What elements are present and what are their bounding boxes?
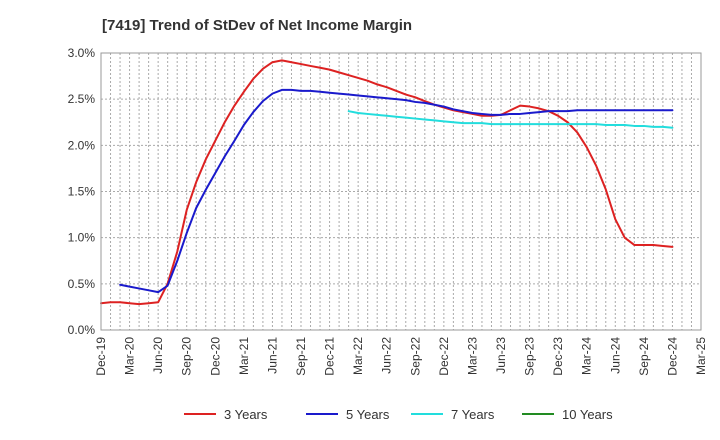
legend-label: 7 Years [451,407,495,422]
y-tick-label: 2.0% [68,138,96,152]
x-tick-label: Jun-20 [151,337,165,374]
y-tick-label: 0.5% [68,277,96,291]
x-tick-label: Mar-24 [580,337,594,375]
y-tick-label: 1.0% [68,231,96,245]
x-tick-label: Dec-23 [551,337,565,376]
series-line-3-years [100,59,674,306]
x-tick-label: Jun-22 [380,337,394,374]
y-tick-label: 3.0% [68,46,96,60]
plot-frame [100,52,702,331]
x-tick-label: Dec-22 [437,337,451,376]
y-tick-label: 2.5% [68,92,96,106]
chart-title: [7419] Trend of StDev of Net Income Marg… [102,17,412,34]
x-tick-label: Sep-22 [408,337,422,376]
x-tick-label: Mar-20 [123,337,137,375]
y-tick-label: 0.0% [68,323,96,337]
x-tick-label: Jun-24 [608,337,622,374]
x-tick-label: Sep-20 [180,337,194,376]
series-line-7-years [347,110,674,129]
x-tick-label: Sep-21 [294,337,308,376]
y-axis-ticks: 0.0% 0.5% 1.0% 1.5% 2.0% 2.5% 3.0% [68,46,96,337]
x-tick-label: Sep-24 [637,337,651,376]
x-tick-label: Jun-21 [265,337,279,374]
x-tick-label: Mar-22 [351,337,365,375]
series-lines [100,59,674,306]
x-axis-ticks: Dec-19 Mar-20 Jun-20 Sep-20 Dec-20 Mar-21 Jun-… [94,337,708,376]
x-tick-label: Sep-23 [523,337,537,376]
x-tick-label: Dec-24 [665,337,679,376]
legend-label: 10 Years [562,407,613,422]
series-line-5-years [119,88,674,294]
x-tick-label: Dec-20 [208,337,222,376]
legend-label: 3 Years [224,407,268,422]
x-tick-label: Mar-23 [465,337,479,375]
grid [100,52,702,331]
x-tick-label: Mar-21 [237,337,251,375]
legend-label: 5 Years [346,407,390,422]
x-tick-label: Dec-19 [94,337,108,376]
y-tick-label: 1.5% [68,185,96,199]
legend: 3 Years 5 Years 7 Years 10 Years [184,407,613,422]
x-tick-label: Dec-21 [323,337,337,376]
x-tick-label: Jun-23 [494,337,508,374]
x-tick-label: Mar-25 [694,337,708,375]
